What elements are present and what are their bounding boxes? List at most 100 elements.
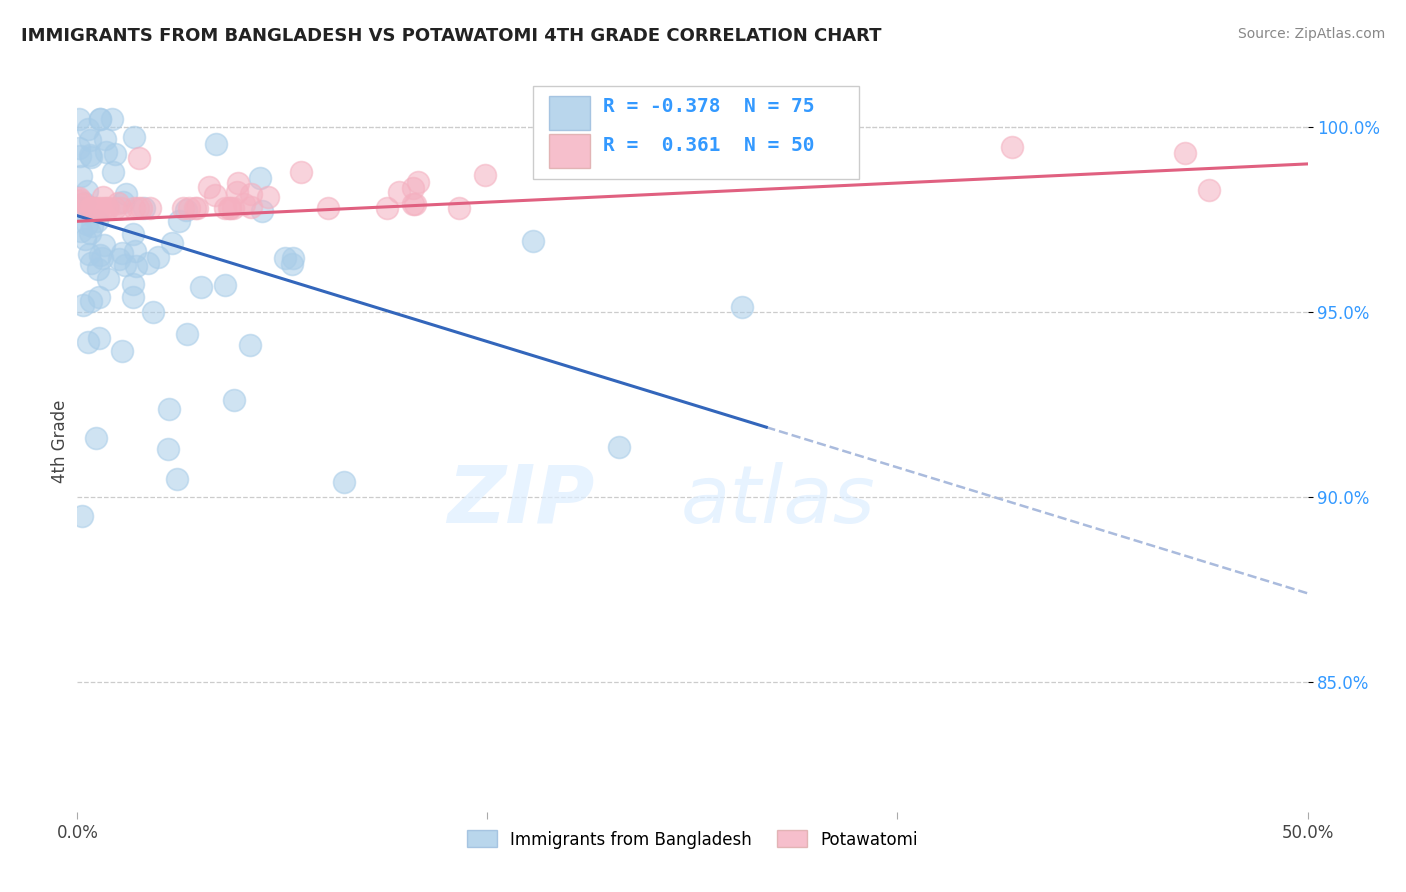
Point <box>375 201 398 215</box>
Text: R = -0.378  N = 75: R = -0.378 N = 75 <box>603 97 814 116</box>
Point <box>84 202 107 216</box>
FancyBboxPatch shape <box>548 135 591 169</box>
Point <box>142 305 165 319</box>
Point <box>87 290 110 304</box>
Point <box>148 251 170 265</box>
Point <box>72 197 94 211</box>
Point <box>474 169 496 183</box>
Point <box>449 202 471 216</box>
Point <box>70 508 93 523</box>
Point <box>190 280 212 294</box>
Point <box>69 149 91 163</box>
Point <box>112 195 135 210</box>
Point <box>80 256 103 270</box>
Text: R =  0.361  N = 50: R = 0.361 N = 50 <box>603 136 814 155</box>
Point <box>93 238 115 252</box>
Point <box>87 331 110 345</box>
Point <box>89 112 111 127</box>
Point <box>257 189 280 203</box>
Point <box>94 202 117 216</box>
Point <box>80 219 103 234</box>
Point <box>226 176 249 190</box>
Point <box>124 259 146 273</box>
Point <box>316 202 339 216</box>
Point <box>167 214 190 228</box>
Point <box>214 202 236 216</box>
Point <box>1198 183 1220 197</box>
Point <box>76 217 98 231</box>
Point <box>281 257 304 271</box>
Point <box>79 226 101 240</box>
Point <box>252 204 274 219</box>
Point <box>402 181 425 195</box>
Text: ZIP: ZIP <box>447 462 595 540</box>
Point <box>104 202 127 216</box>
Point <box>70 224 93 238</box>
Point <box>204 188 226 202</box>
Text: atlas: atlas <box>681 462 876 540</box>
Point <box>93 189 115 203</box>
Point <box>70 169 93 183</box>
Point <box>333 475 356 490</box>
Point <box>90 252 112 266</box>
Point <box>129 202 152 216</box>
Point <box>107 196 129 211</box>
Point <box>108 252 131 266</box>
Point <box>101 112 124 127</box>
FancyBboxPatch shape <box>533 87 859 178</box>
Point <box>218 202 240 216</box>
Point <box>122 227 145 242</box>
Point <box>80 150 103 164</box>
Point <box>522 234 544 248</box>
Legend: Immigrants from Bangladesh, Potawatomi: Immigrants from Bangladesh, Potawatomi <box>460 823 925 855</box>
Point <box>225 185 247 199</box>
Point <box>1001 140 1024 154</box>
Point <box>84 431 107 445</box>
Point <box>86 214 108 228</box>
Point <box>166 471 188 485</box>
Point <box>172 202 194 216</box>
Point <box>97 202 120 216</box>
Point <box>273 252 295 266</box>
Point <box>72 298 94 312</box>
Point <box>198 180 221 194</box>
Point <box>77 247 100 261</box>
Y-axis label: 4th Grade: 4th Grade <box>51 400 69 483</box>
Point <box>406 175 429 189</box>
Point <box>731 300 754 314</box>
Text: Source: ZipAtlas.com: Source: ZipAtlas.com <box>1237 27 1385 41</box>
Point <box>67 141 90 155</box>
Point <box>96 145 118 159</box>
Point <box>79 133 101 147</box>
Point <box>69 201 91 215</box>
Point <box>607 440 630 454</box>
Point <box>91 202 114 216</box>
Point <box>186 202 208 216</box>
Point <box>249 170 271 185</box>
Point <box>122 130 145 145</box>
Point <box>101 165 124 179</box>
Point <box>80 202 103 216</box>
Point <box>176 326 198 341</box>
Point <box>1174 146 1197 161</box>
FancyBboxPatch shape <box>548 95 591 130</box>
Point <box>240 201 263 215</box>
Point <box>121 290 143 304</box>
Point <box>82 202 104 216</box>
Point <box>110 202 132 216</box>
Point <box>134 201 156 215</box>
Point <box>94 132 117 146</box>
Point <box>157 401 180 416</box>
Point <box>128 151 150 165</box>
Point <box>115 186 138 201</box>
Point <box>67 190 90 204</box>
Point <box>224 393 246 408</box>
Point <box>114 258 136 272</box>
Point <box>67 194 90 208</box>
Point <box>233 197 256 211</box>
Point <box>124 244 146 258</box>
Point <box>122 277 145 291</box>
Point <box>138 202 160 216</box>
Point <box>205 136 228 151</box>
Point <box>214 277 236 292</box>
